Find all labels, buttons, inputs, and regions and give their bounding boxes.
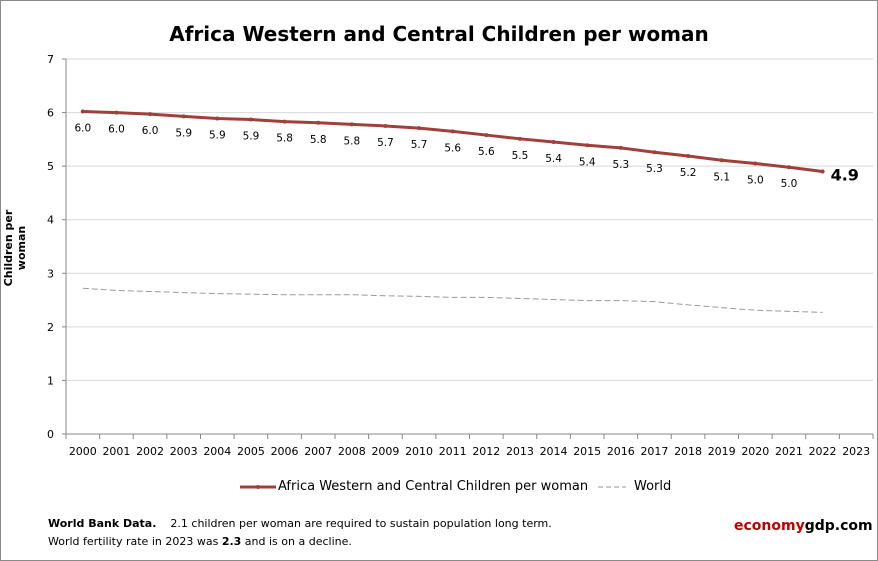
x-tick-label: 2019 [708, 445, 736, 458]
data-label: 5.8 [310, 134, 327, 146]
data-label: 5.4 [579, 156, 596, 168]
x-tick-label: 2003 [170, 445, 198, 458]
data-point [686, 153, 691, 158]
x-tick-label: 2014 [540, 445, 568, 458]
data-point [248, 117, 253, 122]
y-tick-label: 6 [47, 107, 54, 120]
data-label: 4.9 [831, 166, 859, 185]
y-tick-label: 7 [47, 53, 54, 66]
x-tick-label: 2023 [842, 445, 870, 458]
x-tick-label: 2004 [203, 445, 231, 458]
data-label: 5.6 [478, 146, 495, 158]
legend-label-africa: Africa Western and Central Children per … [278, 479, 589, 494]
legend-swatch-africa [240, 485, 276, 489]
data-label: 5.5 [512, 150, 529, 162]
x-tick-label: 2015 [573, 445, 601, 458]
data-label: 6.0 [142, 125, 159, 137]
x-tick-label: 2012 [472, 445, 500, 458]
logo-part-2: gdp.com [804, 518, 873, 534]
x-tick-label: 2006 [271, 445, 299, 458]
data-label: 6.0 [74, 123, 91, 135]
x-tick-label: 2016 [607, 445, 635, 458]
y-tick-label: 2 [47, 321, 54, 334]
data-label: 5.6 [444, 142, 461, 154]
x-tick-label: 2008 [338, 445, 366, 458]
y-tick-label: 4 [47, 214, 54, 227]
footer-note-1: 2.1 children per woman are required to s… [170, 517, 552, 530]
legend-label-world: World [634, 479, 672, 494]
footer-note-2-pre: World fertility rate in 2023 was [48, 535, 222, 548]
data-point [551, 140, 556, 145]
data-label: 5.9 [243, 131, 260, 143]
data-point [484, 133, 489, 138]
site-logo[interactable]: economygdp.com [734, 518, 873, 534]
logo-part-1: economy [734, 518, 805, 534]
data-point [349, 122, 354, 127]
data-point [652, 150, 657, 155]
data-label: 5.9 [209, 129, 226, 141]
legend-swatch-world [598, 486, 626, 488]
data-point [114, 110, 119, 115]
data-point [80, 109, 85, 114]
x-tick-label: 2018 [674, 445, 702, 458]
y-tick-label: 0 [47, 428, 54, 441]
data-point [820, 169, 825, 174]
x-tick-label: 2010 [405, 445, 433, 458]
x-tick-label: 2020 [741, 445, 769, 458]
data-label: 6.0 [108, 124, 125, 136]
data-point [719, 158, 724, 163]
data-point [316, 120, 321, 125]
chart-title: Africa Western and Central Children per … [169, 22, 709, 46]
x-tick-label: 2013 [506, 445, 534, 458]
y-tick-label: 5 [47, 160, 54, 173]
data-label: 5.1 [713, 171, 730, 183]
x-tick-label: 2007 [304, 445, 332, 458]
data-label: 5.8 [343, 135, 360, 147]
footer-line-2: World fertility rate in 2023 was 2.3 and… [48, 535, 352, 548]
data-point [417, 126, 422, 131]
data-point [786, 165, 791, 170]
data-label: 5.9 [175, 127, 192, 139]
data-label: 5.2 [680, 167, 697, 179]
data-point [383, 123, 388, 128]
data-point [753, 161, 758, 166]
footer-line-1: World Bank Data. 2.1 children per woman … [48, 517, 552, 530]
footer-note-2-value: 2.3 [221, 535, 242, 548]
y-tick-label: 3 [47, 267, 54, 280]
x-tick-label: 2011 [439, 445, 467, 458]
data-label: 5.7 [377, 137, 394, 149]
data-label: 5.3 [612, 159, 629, 171]
data-point [585, 143, 590, 148]
footer-note-2-post: and is on a decline. [241, 535, 352, 548]
data-point [181, 114, 186, 119]
x-tick-label: 2017 [640, 445, 668, 458]
data-label: 5.4 [545, 153, 562, 165]
x-tick-label: 2002 [136, 445, 164, 458]
data-point [282, 119, 287, 124]
data-point [450, 129, 455, 134]
data-label: 5.0 [747, 174, 764, 186]
data-point [215, 116, 220, 121]
x-tick-label: 2009 [371, 445, 399, 458]
data-label: 5.7 [411, 139, 428, 151]
x-tick-label: 2021 [775, 445, 803, 458]
data-label: 5.3 [646, 163, 663, 175]
y-tick-label: 1 [47, 374, 54, 387]
x-tick-label: 2005 [237, 445, 265, 458]
data-point [618, 145, 623, 150]
data-point [517, 136, 522, 141]
data-point [148, 112, 153, 117]
x-tick-label: 2001 [102, 445, 130, 458]
x-tick-label: 2000 [69, 445, 97, 458]
data-label: 5.0 [781, 178, 798, 190]
footer-source: World Bank Data. [48, 517, 157, 530]
data-label: 5.8 [276, 133, 293, 145]
series-line-world [82, 287, 823, 313]
x-tick-label: 2022 [809, 445, 837, 458]
